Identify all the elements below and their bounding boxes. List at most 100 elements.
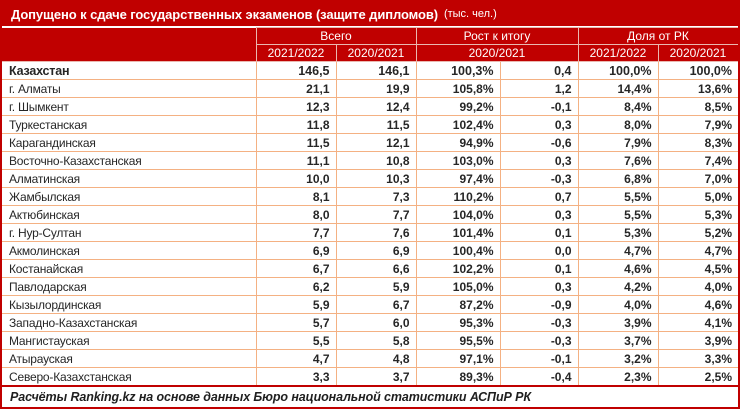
year-header: 2020/2021 <box>335 44 417 62</box>
total-2021-2022-cell: 8,0 <box>255 205 337 224</box>
growth-percent-cell: 97,4% <box>415 169 501 188</box>
region-name-cell: Казахстан <box>2 61 257 80</box>
year-header: 2020/2021 <box>657 44 738 62</box>
table-row: Жамбылская 8,1 7,3 110,2% 0,7 5,5% 5,0% <box>2 187 738 206</box>
table-footer: Расчёты Ranking.kz на основе данных Бюро… <box>2 385 738 407</box>
growth-abs-cell: 0,7 <box>499 187 579 206</box>
total-2021-2022-cell: 8,1 <box>255 187 337 206</box>
year-header: 2021/2022 <box>577 44 659 62</box>
growth-percent-cell: 101,4% <box>415 223 501 242</box>
total-2020-2021-cell: 5,9 <box>335 277 417 296</box>
growth-percent-cell: 102,2% <box>415 259 501 278</box>
growth-abs-cell: 0,0 <box>499 241 579 260</box>
share-2021-2022-cell: 3,9% <box>577 313 659 332</box>
table-body: Казахстан 146,5 146,1 100,3% 0,4 100,0% … <box>2 61 738 387</box>
year-header: 2021/2022 <box>255 44 337 62</box>
share-2020-2021-cell: 7,4% <box>657 151 738 170</box>
total-2020-2021-cell: 7,3 <box>335 187 417 206</box>
share-2020-2021-cell: 4,1% <box>657 313 738 332</box>
total-2021-2022-cell: 11,1 <box>255 151 337 170</box>
share-2020-2021-cell: 3,9% <box>657 331 738 350</box>
column-group-row: Всего Рост к итогу Доля от РК <box>2 27 738 62</box>
table-title: Допущено к сдаче государственных экзамен… <box>11 6 438 22</box>
share-2021-2022-cell: 4,0% <box>577 295 659 314</box>
growth-abs-cell: 0,3 <box>499 151 579 170</box>
total-2021-2022-cell: 12,3 <box>255 97 337 116</box>
total-2020-2021-cell: 146,1 <box>335 61 417 80</box>
column-group-total: Всего <box>255 27 417 45</box>
share-2020-2021-cell: 5,3% <box>657 205 738 224</box>
share-2020-2021-cell: 7,9% <box>657 115 738 134</box>
growth-abs-cell: -0,3 <box>499 169 579 188</box>
region-name-cell: Восточно-Казахстанская <box>2 151 257 170</box>
region-name-cell: Северо-Казахстанская <box>2 367 257 387</box>
table-header: Всего Рост к итогу Доля от РК 2021/2022 … <box>2 27 738 62</box>
year-header: 2020/2021 <box>415 44 579 62</box>
share-2020-2021-cell: 5,0% <box>657 187 738 206</box>
table-title-bar: Допущено к сдаче государственных экзамен… <box>2 2 738 27</box>
share-2020-2021-cell: 5,2% <box>657 223 738 242</box>
growth-abs-cell: -0,3 <box>499 331 579 350</box>
share-2021-2022-cell: 4,7% <box>577 241 659 260</box>
share-2021-2022-cell: 5,3% <box>577 223 659 242</box>
total-2020-2021-cell: 7,7 <box>335 205 417 224</box>
table-row: Алматинская 10,0 10,3 97,4% -0,3 6,8% 7,… <box>2 169 738 188</box>
region-name-cell: Карагандинская <box>2 133 257 152</box>
total-2021-2022-cell: 6,7 <box>255 259 337 278</box>
growth-percent-cell: 89,3% <box>415 367 501 387</box>
total-2020-2021-cell: 10,3 <box>335 169 417 188</box>
share-2020-2021-cell: 4,0% <box>657 277 738 296</box>
share-2021-2022-cell: 7,6% <box>577 151 659 170</box>
share-2021-2022-cell: 5,5% <box>577 205 659 224</box>
total-2021-2022-cell: 5,7 <box>255 313 337 332</box>
total-2021-2022-cell: 5,5 <box>255 331 337 350</box>
share-2020-2021-cell: 7,0% <box>657 169 738 188</box>
region-name-cell: Мангистауская <box>2 331 257 350</box>
total-2020-2021-cell: 7,6 <box>335 223 417 242</box>
growth-abs-cell: 0,1 <box>499 259 579 278</box>
corner-cell <box>2 27 257 62</box>
total-2020-2021-cell: 3,7 <box>335 367 417 387</box>
year-header-row: 2021/2022 2020/2021 2020/2021 2021/2022 … <box>2 44 738 62</box>
growth-percent-cell: 87,2% <box>415 295 501 314</box>
table-row: г. Нур-Султан 7,7 7,6 101,4% 0,1 5,3% 5,… <box>2 223 738 242</box>
share-2021-2022-cell: 2,3% <box>577 367 659 387</box>
total-2021-2022-cell: 11,5 <box>255 133 337 152</box>
table-row: Костанайская 6,7 6,6 102,2% 0,1 4,6% 4,5… <box>2 259 738 278</box>
growth-percent-cell: 95,5% <box>415 331 501 350</box>
growth-percent-cell: 103,0% <box>415 151 501 170</box>
table-row: Мангистауская 5,5 5,8 95,5% -0,3 3,7% 3,… <box>2 331 738 350</box>
table-row: г. Алматы 21,1 19,9 105,8% 1,2 14,4% 13,… <box>2 79 738 98</box>
table-row: Северо-Казахстанская 3,3 3,7 89,3% -0,4 … <box>2 367 738 387</box>
growth-percent-cell: 100,4% <box>415 241 501 260</box>
growth-abs-cell: 0,4 <box>499 61 579 80</box>
growth-percent-cell: 102,4% <box>415 115 501 134</box>
share-2021-2022-cell: 3,7% <box>577 331 659 350</box>
total-2020-2021-cell: 6,9 <box>335 241 417 260</box>
share-2020-2021-cell: 100,0% <box>657 61 738 80</box>
total-2021-2022-cell: 7,7 <box>255 223 337 242</box>
share-2020-2021-cell: 2,5% <box>657 367 738 387</box>
share-2021-2022-cell: 5,5% <box>577 187 659 206</box>
share-2021-2022-cell: 8,0% <box>577 115 659 134</box>
total-2021-2022-cell: 11,8 <box>255 115 337 134</box>
data-table: Всего Рост к итогу Доля от РК 2021/2022 … <box>2 27 738 407</box>
region-name-cell: Алматинская <box>2 169 257 188</box>
share-2021-2022-cell: 7,9% <box>577 133 659 152</box>
total-2020-2021-cell: 10,8 <box>335 151 417 170</box>
region-name-cell: Павлодарская <box>2 277 257 296</box>
region-name-cell: Костанайская <box>2 259 257 278</box>
share-2021-2022-cell: 100,0% <box>577 61 659 80</box>
region-name-cell: Акмолинская <box>2 241 257 260</box>
growth-percent-cell: 94,9% <box>415 133 501 152</box>
table-row: Карагандинская 11,5 12,1 94,9% -0,6 7,9%… <box>2 133 738 152</box>
total-2020-2021-cell: 12,4 <box>335 97 417 116</box>
table-row: Акмолинская 6,9 6,9 100,4% 0,0 4,7% 4,7% <box>2 241 738 260</box>
table-row: Казахстан 146,5 146,1 100,3% 0,4 100,0% … <box>2 61 738 80</box>
share-2020-2021-cell: 4,5% <box>657 259 738 278</box>
growth-percent-cell: 97,1% <box>415 349 501 368</box>
total-2020-2021-cell: 12,1 <box>335 133 417 152</box>
share-2020-2021-cell: 8,5% <box>657 97 738 116</box>
total-2021-2022-cell: 146,5 <box>255 61 337 80</box>
